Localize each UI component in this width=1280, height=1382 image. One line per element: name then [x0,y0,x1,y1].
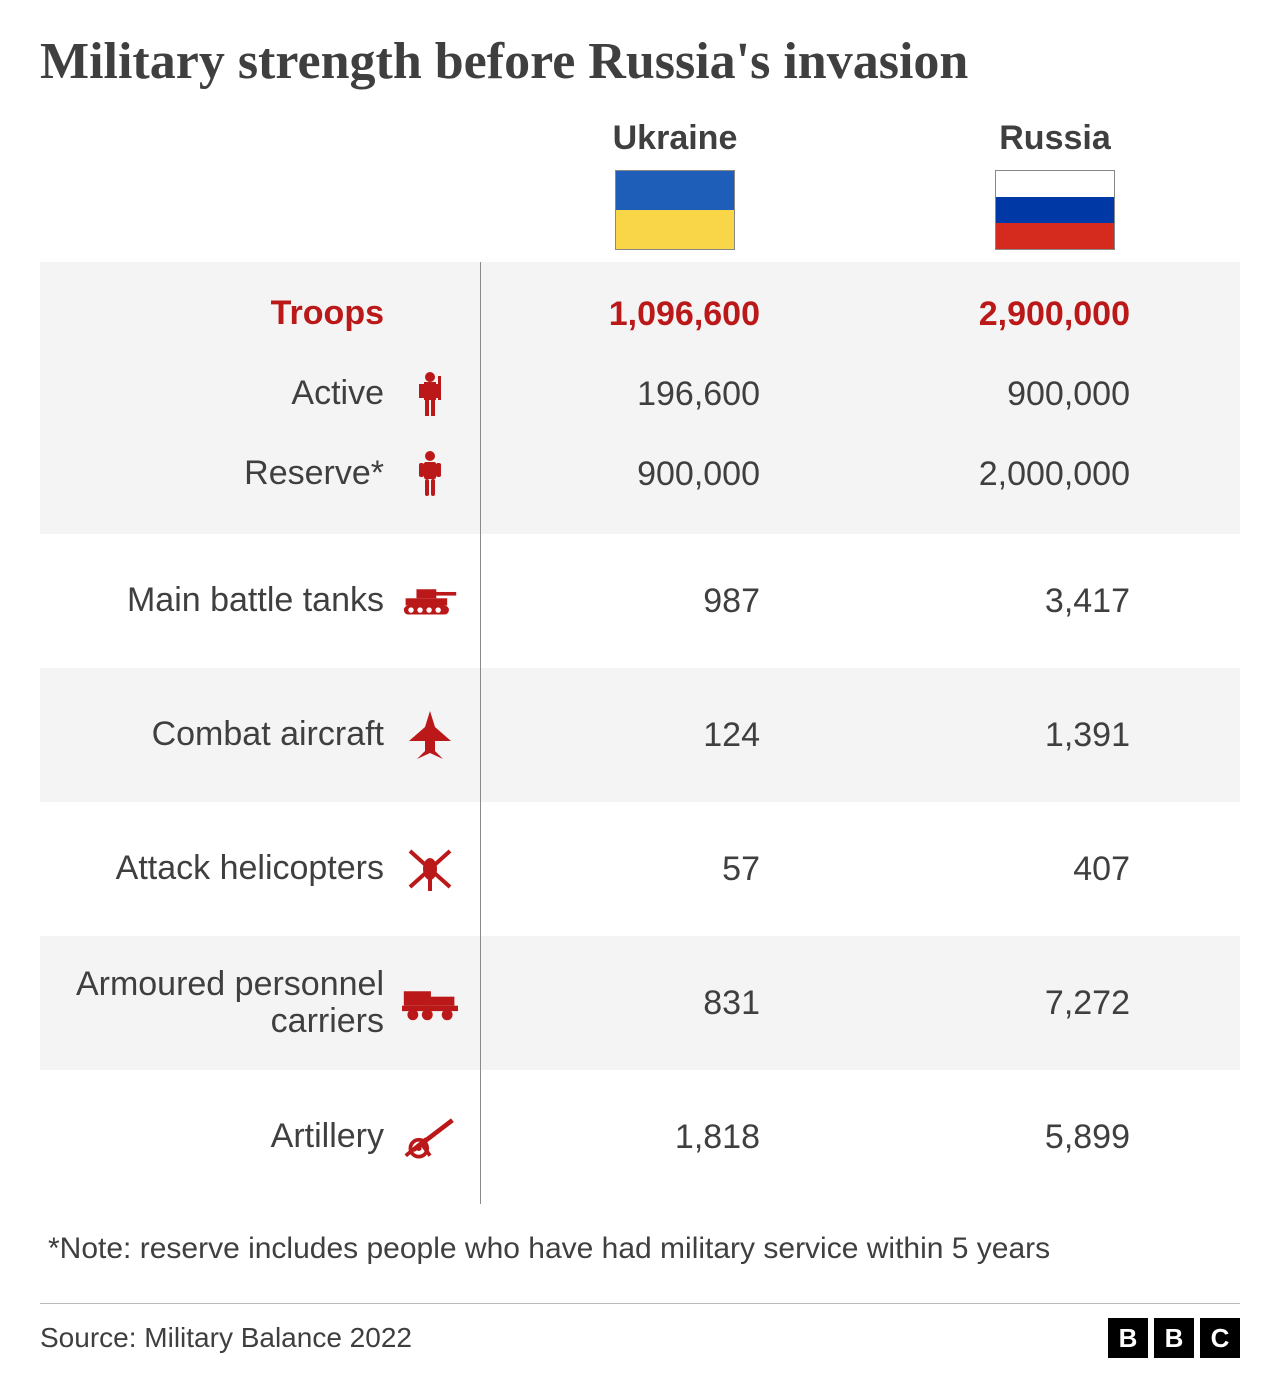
bbc-b2: B [1154,1318,1194,1358]
category-row: Main battle tanks 9873,417 [40,534,1240,668]
category-value: 57 [480,850,870,889]
bbc-b1: B [1108,1318,1148,1358]
category-value: 831 [480,984,870,1023]
person-icon [402,450,458,498]
category-value: 407 [870,850,1240,889]
column-divider [480,936,481,1070]
category-row: Artillery 1,8185,899 [40,1070,1240,1204]
category-label: Attack helicopters [116,850,384,887]
category-value: 3,417 [870,582,1240,621]
troops-block: Troops 1,096,600 2,900,000 Active 196,60… [40,262,1240,534]
category-value: 987 [480,582,870,621]
troops-total-russia: 2,900,000 [870,295,1240,334]
reserve-ukraine: 900,000 [480,455,870,494]
country-name-ukraine: Ukraine [613,119,738,158]
category-value: 1,818 [480,1118,870,1157]
category-label: Armoured personnel carriers [40,966,384,1041]
footer: Source: Military Balance 2022 B B C [40,1303,1240,1358]
category-row: Armoured personnel carriers 8317,272 [40,936,1240,1070]
category-label: Artillery [271,1118,384,1155]
bbc-c: C [1200,1318,1240,1358]
jet-icon [402,711,458,759]
category-row: Combat aircraft 1241,391 [40,668,1240,802]
category-rows: Main battle tanks 9873,417 Combat aircraft… [40,534,1240,1204]
page-title: Military strength before Russia's invasi… [40,32,1240,91]
troops-reserve-row: Reserve* 900,000 2,000,000 [40,434,1240,514]
category-value: 5,899 [870,1118,1240,1157]
flag-russia [995,170,1115,250]
troops-total-ukraine: 1,096,600 [480,295,870,334]
category-value: 7,272 [870,984,1240,1023]
category-value: 124 [480,716,870,755]
helicopter-icon [402,845,458,893]
category-label: Combat aircraft [152,716,384,753]
reserve-russia: 2,000,000 [870,455,1240,494]
troops-header-row: Troops 1,096,600 2,900,000 [40,274,1240,354]
troops-label: Troops [271,295,384,332]
tank-icon [402,584,458,618]
column-divider [480,802,481,936]
country-name-russia: Russia [999,119,1111,158]
reserve-label: Reserve* [244,455,384,492]
table-header: Ukraine Russia [40,119,1240,250]
source-text: Source: Military Balance 2022 [40,1322,412,1354]
active-russia: 900,000 [870,375,1240,414]
footnote: *Note: reserve includes people who have … [40,1232,1240,1266]
troops-active-row: Active 196,600 900,000 [40,354,1240,434]
category-row: Attack helicopters 57407 [40,802,1240,936]
bbc-logo: B B C [1108,1318,1240,1358]
flag-ukraine [615,170,735,250]
category-label: Main battle tanks [127,582,384,619]
active-label: Active [291,375,384,412]
infographic-container: Military strength before Russia's invasi… [0,0,1280,1382]
apc-icon [402,984,458,1022]
active-ukraine: 196,600 [480,375,870,414]
column-divider [480,534,481,668]
country-header-ukraine: Ukraine [480,119,870,250]
category-value: 1,391 [870,716,1240,755]
soldier-icon [402,370,458,418]
column-divider [480,1070,481,1204]
column-divider [480,668,481,802]
artillery-icon [402,1115,458,1159]
country-header-russia: Russia [870,119,1240,250]
